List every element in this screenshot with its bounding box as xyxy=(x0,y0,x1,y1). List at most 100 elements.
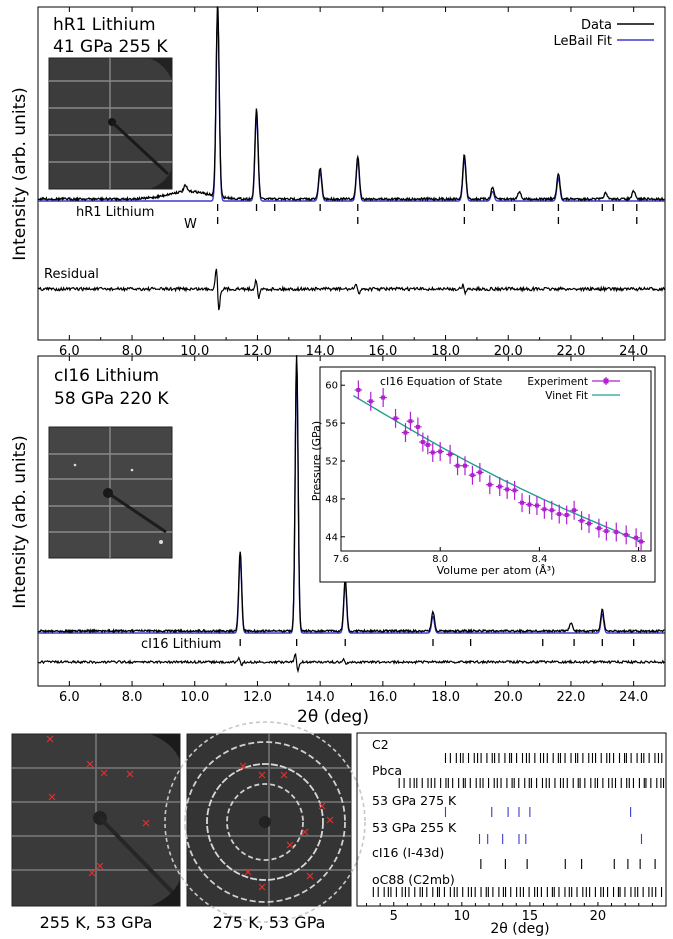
eos-point xyxy=(634,535,639,540)
tick-row-label: oC88 (C2mb) xyxy=(372,872,455,887)
eos-x-tick-label: 8.4 xyxy=(531,554,547,565)
eos-point xyxy=(497,484,502,489)
spot-marker xyxy=(280,771,288,779)
panel-b-xlabel: 2θ (deg) xyxy=(297,707,369,727)
eos-point xyxy=(505,487,510,492)
eos-point xyxy=(420,440,425,445)
eos-point xyxy=(438,449,443,454)
panel-a-title-line1: hR1 Lithium xyxy=(53,15,156,35)
eos-y-tick-label: 60 xyxy=(325,381,338,392)
eos-y-tick-label: 56 xyxy=(325,419,338,430)
eos-point xyxy=(393,416,398,421)
x-tick-label: 18.0 xyxy=(431,690,460,705)
tick-chart-x-tick-label: 5 xyxy=(390,909,398,924)
eos-point xyxy=(463,463,467,468)
panel-b-ylabel: Intensity (arb. units) xyxy=(10,435,30,608)
panel-a-legend: Data LeBail Fit xyxy=(554,18,654,49)
eos-legend-vinet: Vinet Fit xyxy=(545,390,588,402)
panel-b-title-line1: cI16 Lithium xyxy=(54,366,159,386)
eos-point xyxy=(430,450,435,455)
diffraction-image-255k xyxy=(11,733,181,907)
spot-marker xyxy=(88,869,96,877)
panel-a: Intensity (arb. units) hR1 Lithium 41 GP… xyxy=(10,6,666,359)
spot-marker xyxy=(301,828,309,836)
spot-marker xyxy=(239,762,247,770)
tick-row-label: cI16 (I-43d) xyxy=(372,845,444,860)
eos-experiment-points xyxy=(354,380,645,551)
tick-chart-x-tick-label: 20 xyxy=(590,909,607,924)
spot-marker xyxy=(258,883,266,891)
spot-marker xyxy=(96,862,104,870)
tick-chart-x-axis: 5 10 15 20 xyxy=(366,902,653,924)
eos-legend-experiment: Experiment xyxy=(527,376,588,388)
tick-chart-x-tick-label: 15 xyxy=(522,909,539,924)
x-tick-label: 12.0 xyxy=(243,344,272,359)
x-tick-label: 6.0 xyxy=(59,690,80,705)
eos-point xyxy=(542,507,547,512)
eos-point xyxy=(564,513,569,517)
x-tick-label: 24.0 xyxy=(619,344,648,359)
eos-point xyxy=(534,503,539,508)
phase-label-hr1: hR1 Lithium xyxy=(76,205,154,220)
legend-label-data: Data xyxy=(581,18,612,33)
spot-marker xyxy=(244,868,252,876)
x-tick-label: 20.0 xyxy=(494,344,523,359)
x-tick-label: 6.0 xyxy=(59,344,80,359)
eos-point xyxy=(368,399,373,404)
tick-row-label: Pbca xyxy=(372,763,402,778)
phase-label-w: W xyxy=(184,217,197,232)
x-tick-label: 22.0 xyxy=(556,344,585,359)
x-tick-label: 22.0 xyxy=(556,690,585,705)
eos-point xyxy=(512,488,517,493)
panel-a-x-axis: 6.0 8.0 10.0 12.0 14.0 16.0 18.0 20.0 22.0 24.0 xyxy=(59,7,648,359)
eos-x-tick-label: 7.6 xyxy=(333,554,349,565)
panel-a-hr1-tick-marks xyxy=(216,204,638,211)
eos-y-tick-label: 52 xyxy=(325,457,338,468)
legend-label-fit: LeBail Fit xyxy=(554,34,613,49)
x-tick-label: 14.0 xyxy=(306,690,335,705)
x-tick-label: 24.0 xyxy=(619,690,648,705)
spot-marker xyxy=(286,841,294,849)
eos-point xyxy=(403,430,408,435)
panel-a-title-line2: 41 GPa 255 K xyxy=(53,37,168,57)
eos-point xyxy=(557,512,562,517)
eos-x-tick-label: 8.0 xyxy=(432,554,448,565)
spot-marker xyxy=(126,770,134,778)
eos-inset: cI16 Equation of State Experiment Vinet … xyxy=(310,366,656,583)
panel-b-title-line2: 58 GPa 220 K xyxy=(54,389,169,409)
x-tick-label: 14.0 xyxy=(306,344,335,359)
eos-point xyxy=(614,530,619,535)
eos-point xyxy=(477,470,482,475)
panel-b-ci16-tick-marks xyxy=(239,639,635,646)
eos-point xyxy=(408,419,413,424)
eos-vinet-fit-line xyxy=(353,395,644,544)
eos-legend-marker-experiment xyxy=(603,378,609,384)
panel-b: Intensity (arb. units) cI16 Lithium 58 G… xyxy=(10,355,666,727)
panel-b-data-line xyxy=(37,355,665,635)
spot-marker xyxy=(46,735,54,743)
spot-marker xyxy=(86,760,94,768)
tick-chart-xlabel: 2θ (deg) xyxy=(490,921,549,937)
x-tick-label: 8.0 xyxy=(122,344,143,359)
diffraction-spot-markers-275k xyxy=(239,762,334,891)
eos-point xyxy=(527,502,532,507)
spot-marker xyxy=(48,793,56,801)
eos-point xyxy=(596,526,601,531)
eos-point xyxy=(604,529,609,534)
caption-255k: 255 K, 53 GPa xyxy=(40,913,153,932)
eos-y-tick-label: 48 xyxy=(325,494,338,505)
eos-point xyxy=(448,452,453,457)
spot-marker xyxy=(326,816,334,824)
eos-x-tick-label: 8.8 xyxy=(631,554,647,565)
eos-point xyxy=(579,518,584,523)
panel-a-w-tick-marks xyxy=(216,217,638,224)
panel-a-detector-image xyxy=(48,57,173,190)
panel-c: 255 K, 53 GPa 275 K, 53 GPa C2 Pbca 53 GPa… xyxy=(11,721,667,937)
x-tick-label: 16.0 xyxy=(368,344,397,359)
phase-label-ci16: cI16 Lithium xyxy=(141,637,221,652)
panel-b-detector-image xyxy=(48,426,173,559)
eos-point xyxy=(381,395,386,400)
eos-ylabel: Pressure (GPa) xyxy=(310,421,323,501)
tick-chart: C2 Pbca 53 GPa 275 K 53 GPa 255 K cI16 (I-43… xyxy=(356,732,667,937)
tick-row-label: 53 GPa 255 K xyxy=(372,820,457,835)
